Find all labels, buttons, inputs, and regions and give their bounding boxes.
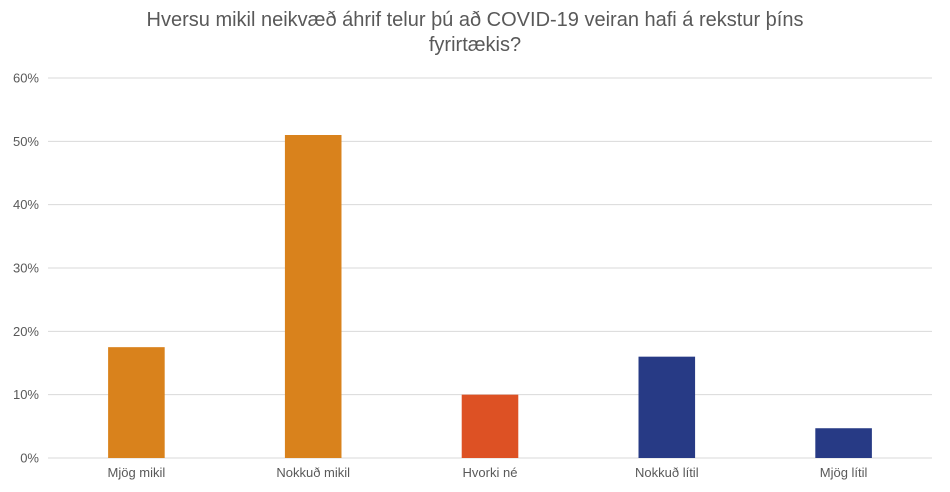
y-tick-label: 30%	[13, 261, 39, 276]
y-tick-label: 10%	[13, 387, 39, 402]
y-tick-label: 50%	[13, 134, 39, 149]
x-tick-label: Mjög mikil	[108, 465, 166, 480]
bar	[284, 135, 342, 458]
bar	[638, 356, 696, 458]
y-tick-label: 60%	[13, 71, 39, 86]
bar	[815, 428, 872, 458]
x-tick-label: Nokkuð lítil	[635, 465, 699, 480]
chart-title: Hversu mikil neikvæð áhrif telur þú að C…	[100, 8, 850, 58]
x-tick-label: Mjög lítil	[820, 465, 868, 480]
y-tick-label: 0%	[20, 451, 39, 466]
chart-title-line-1: Hversu mikil neikvæð áhrif telur þú að C…	[146, 9, 804, 31]
y-tick-label: 40%	[13, 197, 39, 212]
x-tick-label: Nokkuð mikil	[276, 465, 350, 480]
bar	[108, 347, 165, 458]
y-tick-label: 20%	[13, 324, 39, 339]
chart-title-line-2: fyrirtækis?	[428, 34, 522, 56]
bar	[461, 394, 519, 458]
x-tick-label: Hvorki né	[463, 465, 518, 480]
